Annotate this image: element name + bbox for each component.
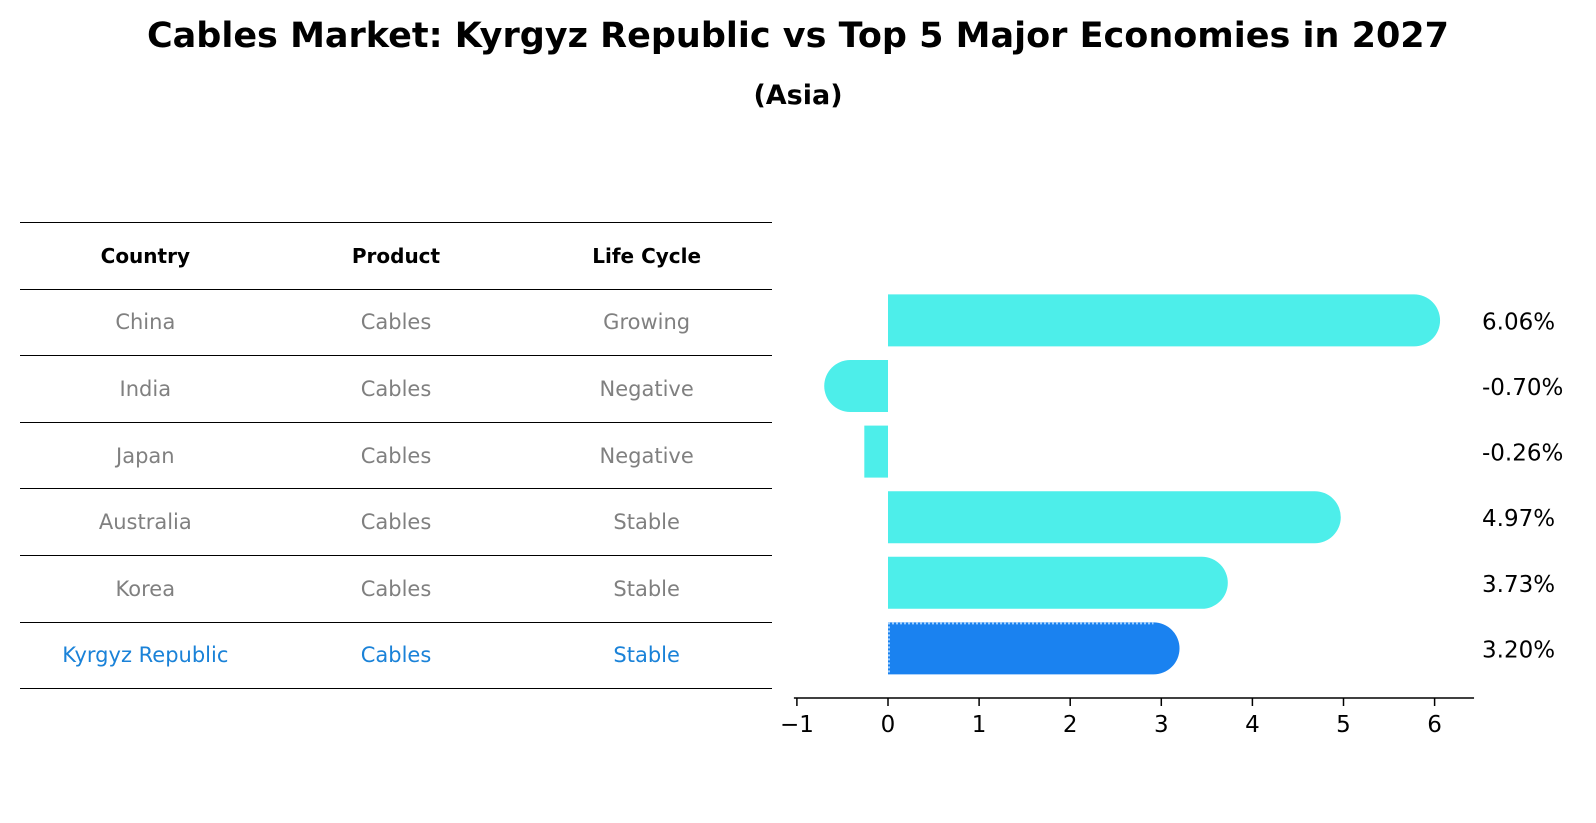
x-tick-label: 1 bbox=[972, 712, 987, 738]
data-label: 4.97% bbox=[1482, 506, 1555, 532]
header-life-cycle: Life Cycle bbox=[521, 222, 772, 290]
cell-country: China bbox=[20, 288, 271, 356]
cell-life-cycle: Stable bbox=[521, 621, 772, 690]
bar-kyrgyz-republic bbox=[888, 622, 1180, 675]
bar-japan bbox=[864, 425, 888, 478]
cell-product: Cables bbox=[270, 621, 522, 690]
table-row-highlighted: Kyrgyz Republic Cables Stable bbox=[20, 621, 772, 690]
cell-life-cycle: Growing bbox=[521, 288, 772, 356]
cell-country: India bbox=[20, 355, 271, 423]
bar-korea bbox=[888, 556, 1228, 609]
cell-life-cycle: Negative bbox=[521, 421, 772, 489]
chart-subtitle: (Asia) bbox=[753, 80, 843, 111]
x-tick-label: 0 bbox=[881, 712, 896, 738]
bar-china bbox=[888, 294, 1441, 347]
data-label: 3.20% bbox=[1482, 637, 1555, 663]
x-tick-label: 5 bbox=[1336, 712, 1351, 738]
header-country: Country bbox=[20, 222, 271, 290]
x-tick-label: −1 bbox=[780, 712, 814, 738]
table-header-row: Country Product Life Cycle bbox=[20, 222, 772, 290]
cell-country: Japan bbox=[20, 421, 271, 489]
table-row: China Cables Growing bbox=[20, 288, 772, 356]
x-tick-label: 3 bbox=[1154, 712, 1169, 738]
cell-life-cycle: Negative bbox=[521, 355, 772, 423]
table-row: India Cables Negative bbox=[20, 355, 772, 423]
table-row: Japan Cables Negative bbox=[20, 421, 772, 489]
cell-country: Korea bbox=[20, 554, 271, 623]
cell-country: Australia bbox=[20, 488, 271, 556]
data-label: -0.70% bbox=[1482, 375, 1563, 401]
x-tick-label: 6 bbox=[1427, 712, 1442, 738]
data-table: Country Product Life Cycle China Cables … bbox=[20, 222, 772, 690]
cell-life-cycle: Stable bbox=[521, 554, 772, 623]
chart-title: Cables Market: Kyrgyz Republic vs Top 5 … bbox=[146, 16, 1450, 56]
cell-product: Cables bbox=[270, 421, 522, 489]
cell-product: Cables bbox=[270, 288, 522, 356]
cell-product: Cables bbox=[270, 355, 522, 423]
data-label: -0.26% bbox=[1482, 441, 1563, 467]
bar-australia bbox=[888, 491, 1341, 544]
bar-india bbox=[824, 360, 888, 412]
data-label: 6.06% bbox=[1482, 309, 1555, 335]
cell-life-cycle: Stable bbox=[521, 488, 772, 556]
x-tick-label: 4 bbox=[1245, 712, 1260, 738]
x-tick-label: 2 bbox=[1063, 712, 1078, 738]
table-row: Australia Cables Stable bbox=[20, 488, 772, 556]
cell-product: Cables bbox=[270, 554, 522, 623]
header-product: Product bbox=[270, 222, 522, 290]
data-label: 3.73% bbox=[1482, 572, 1555, 598]
cell-country: Kyrgyz Republic bbox=[20, 621, 271, 690]
cell-product: Cables bbox=[270, 488, 522, 556]
table-row: Korea Cables Stable bbox=[20, 554, 772, 623]
